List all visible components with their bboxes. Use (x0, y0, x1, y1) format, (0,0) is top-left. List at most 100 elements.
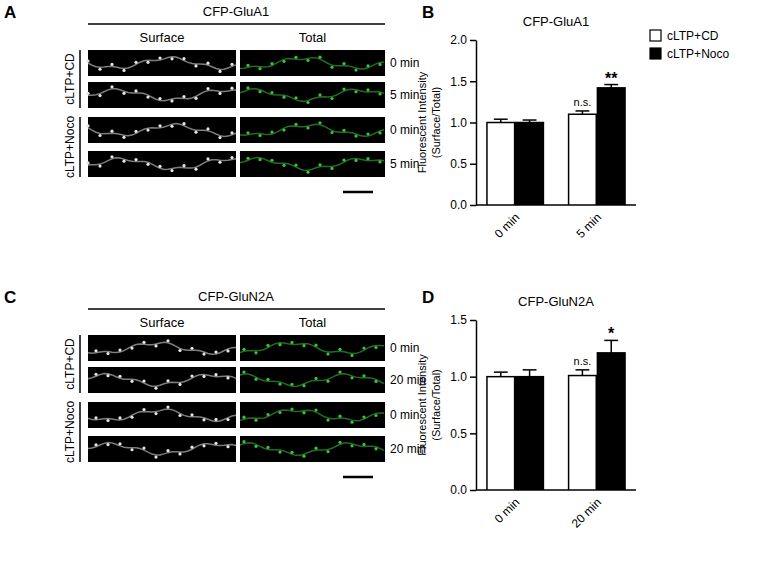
puncta (106, 374, 109, 377)
puncta (342, 129, 345, 132)
puncta (374, 380, 377, 383)
puncta (362, 346, 365, 349)
puncta (230, 131, 233, 134)
dendrite (88, 374, 236, 387)
error-bar-cap (523, 369, 537, 371)
puncta (154, 387, 157, 390)
group-label: cLTP+CD (63, 338, 77, 390)
column-header: Total (299, 315, 327, 330)
puncta (182, 164, 185, 167)
micrograph-background (240, 402, 385, 428)
bar (597, 353, 625, 490)
puncta (318, 121, 321, 124)
puncta (226, 418, 229, 421)
y-tick: 1.5 (450, 313, 476, 327)
micrograph-background (240, 367, 385, 393)
micrograph-background (88, 117, 236, 143)
puncta (166, 449, 169, 452)
x-tick-label: 5 min (573, 210, 604, 241)
plot-area (487, 340, 625, 490)
micrograph (240, 82, 385, 108)
micrograph (88, 402, 236, 428)
puncta (118, 442, 121, 445)
micrograph (240, 402, 385, 428)
dendrite (88, 89, 236, 101)
group-label: cLTP+CD (63, 53, 77, 105)
y-tick: 0.0 (450, 198, 476, 212)
micrograph-background (88, 436, 236, 462)
puncta (190, 374, 193, 377)
y-tick-mark (470, 320, 476, 322)
row-label: 0 min (390, 123, 419, 137)
x-tick-label: 0 min (492, 495, 523, 526)
puncta (122, 69, 125, 72)
puncta (154, 412, 157, 415)
x-tick-label: 0 min (492, 210, 523, 241)
group-bracket (79, 335, 81, 393)
dendrite (88, 158, 236, 170)
y-tick-label: 1.5 (450, 313, 467, 327)
y-tick-label: 0.5 (450, 157, 467, 171)
micrograph (240, 117, 385, 143)
puncta (146, 95, 149, 98)
puncta (166, 379, 169, 382)
puncta (342, 87, 345, 90)
puncta (242, 440, 245, 443)
puncta (110, 63, 113, 66)
puncta (158, 124, 161, 127)
puncta (354, 134, 357, 137)
puncta (226, 376, 229, 379)
legend-swatch (650, 48, 661, 59)
puncta (278, 450, 281, 453)
puncta (266, 344, 269, 347)
puncta (266, 378, 269, 381)
puncta (366, 132, 369, 135)
puncta (342, 158, 345, 161)
puncta (258, 90, 261, 93)
puncta (194, 97, 197, 100)
puncta (258, 67, 261, 70)
puncta (202, 444, 205, 447)
puncta (326, 352, 329, 355)
puncta (266, 446, 269, 449)
puncta (278, 411, 281, 414)
y-axis-title: (Surface/Total) (430, 369, 442, 441)
puncta (354, 68, 357, 71)
plot-area (487, 85, 625, 205)
puncta (318, 93, 321, 96)
puncta (246, 131, 249, 134)
puncta (374, 346, 377, 349)
puncta (314, 344, 317, 347)
group-bracket (79, 402, 81, 462)
bar (569, 376, 597, 490)
y-tick-mark (470, 205, 476, 207)
scale-bar (343, 191, 373, 194)
puncta (142, 408, 145, 411)
y-axis-title: Fluorescent Intensity (416, 354, 428, 456)
puncta (330, 97, 333, 100)
puncta (314, 447, 317, 450)
row-label: 5 min (390, 88, 419, 102)
puncta (86, 124, 89, 127)
puncta (366, 64, 369, 67)
puncta (378, 131, 381, 134)
legend-label: cLTP+Noco (667, 47, 729, 61)
micrograph (240, 151, 385, 177)
y-axis: 0.00.51.01.5 (450, 313, 476, 497)
puncta (170, 125, 173, 128)
error-bar-cap (575, 110, 589, 112)
puncta (214, 442, 217, 445)
dendrite (240, 374, 384, 387)
micrograph-background (88, 151, 236, 177)
puncta (314, 408, 317, 411)
puncta (190, 413, 193, 416)
puncta (226, 445, 229, 448)
puncta (218, 92, 221, 95)
puncta (146, 163, 149, 166)
legend: cLTP+CDcLTP+Noco (650, 29, 729, 61)
puncta (130, 448, 133, 451)
micrograph-background (240, 151, 385, 177)
puncta (270, 62, 273, 65)
puncta (338, 348, 341, 351)
figure: ACFP-GluA1SurfaceTotal0 min5 mincLTP+CD0… (0, 0, 784, 564)
